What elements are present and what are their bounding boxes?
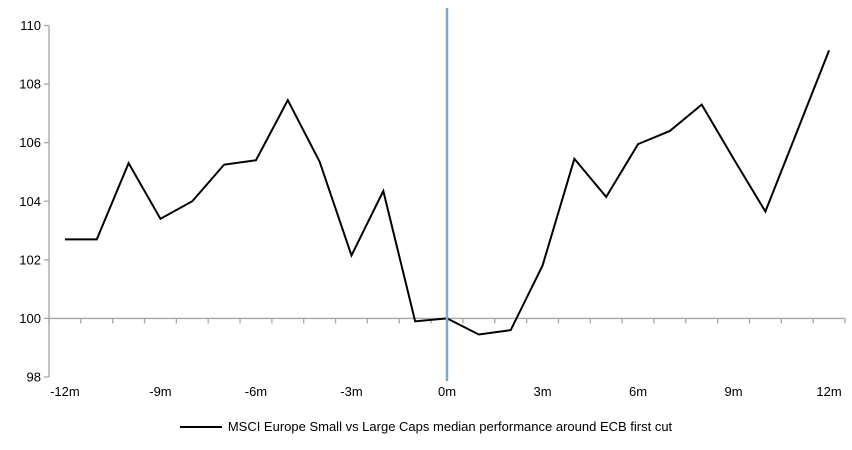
x-axis-tick-label: 0m (438, 384, 456, 399)
y-axis-tick-label: 102 (19, 252, 41, 267)
y-axis-tick-label: 100 (19, 311, 41, 326)
line-chart-plot: 98 100 102 104 106 108 110 -12m -9m -6m -3m 0m 3m 6m 9… (19, 8, 846, 399)
legend: MSCI Europe Small vs Large Caps median p… (0, 419, 852, 434)
y-axis-tick-label: 98 (27, 370, 41, 385)
legend-line-sample-icon (179, 425, 222, 428)
legend-label: MSCI Europe Small vs Large Caps median p… (227, 419, 673, 434)
y-axis-tick-label: 110 (20, 18, 41, 33)
x-axis-tick-label: -9m (149, 384, 171, 399)
x-axis-tick-label: 3m (533, 384, 551, 399)
y-axis-tick-label: 104 (19, 194, 41, 209)
x-axis-tick-label: 6m (629, 384, 647, 399)
x-axis-tick-label: 9m (725, 384, 743, 399)
y-axis-tick-label: 106 (19, 135, 41, 150)
x-axis-tick-label: -3m (340, 384, 362, 399)
y-axis-tick-label: 108 (19, 77, 41, 92)
x-axis-tick-label: 12m (816, 384, 841, 399)
x-axis-tick-label: -12m (50, 384, 80, 399)
x-axis-tick-label: -6m (245, 384, 267, 399)
